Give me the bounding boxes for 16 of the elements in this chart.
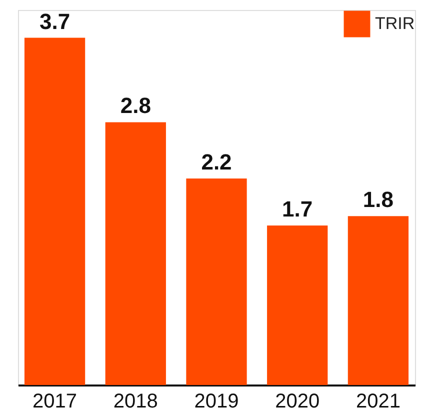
data-label: 3.7 [39,8,70,34]
data-label: 1.8 [362,187,394,212]
x-tick-label: 2021 [356,390,400,412]
bar [348,216,409,385]
x-tick-label: 2018 [113,390,158,412]
bar [186,178,247,385]
legend-label: TRIR [375,14,415,33]
data-label: 2.2 [201,150,232,175]
data-label: 1.7 [282,196,313,222]
data-label: 2.8 [120,93,151,118]
x-tick-label: 2017 [32,390,78,412]
bar [24,38,86,385]
bar [105,122,166,385]
x-tick-label: 2020 [275,390,320,412]
bar [267,225,328,385]
x-tick-label: 2019 [194,390,239,412]
